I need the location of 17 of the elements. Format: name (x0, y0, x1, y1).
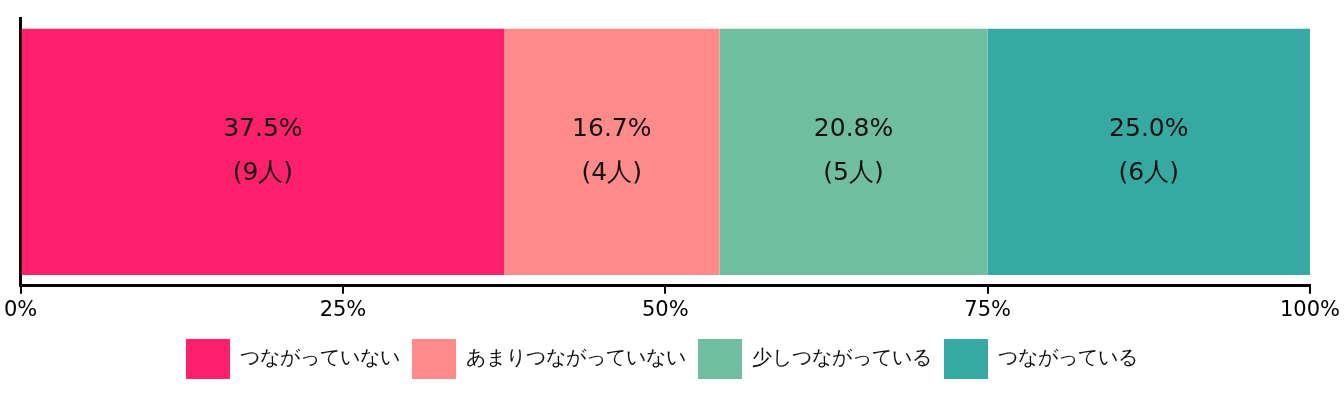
legend-label: つながっていない (240, 345, 400, 370)
bar (21, 28, 505, 276)
legend-label: つながっている (998, 345, 1138, 370)
x-tick-label: 100% (1279, 296, 1341, 321)
legend-label: 少しつながっている (752, 345, 932, 370)
x-tick-label: 25% (319, 296, 367, 321)
data-label: 37.5% (9人) (223, 113, 303, 187)
bar (719, 28, 988, 276)
x-tick-label: 50% (641, 296, 689, 321)
data-label: 20.8% (5人) (813, 113, 894, 187)
bar (987, 28, 1310, 276)
x-tick-label: 0% (3, 296, 38, 321)
data-label: 25.0% (6人) (1109, 113, 1189, 187)
data-label: 16.7% (4人) (572, 113, 652, 187)
legend-label: あまりつながっていない (466, 345, 686, 370)
x-tick-label: 75% (964, 296, 1011, 321)
bar (504, 28, 720, 276)
